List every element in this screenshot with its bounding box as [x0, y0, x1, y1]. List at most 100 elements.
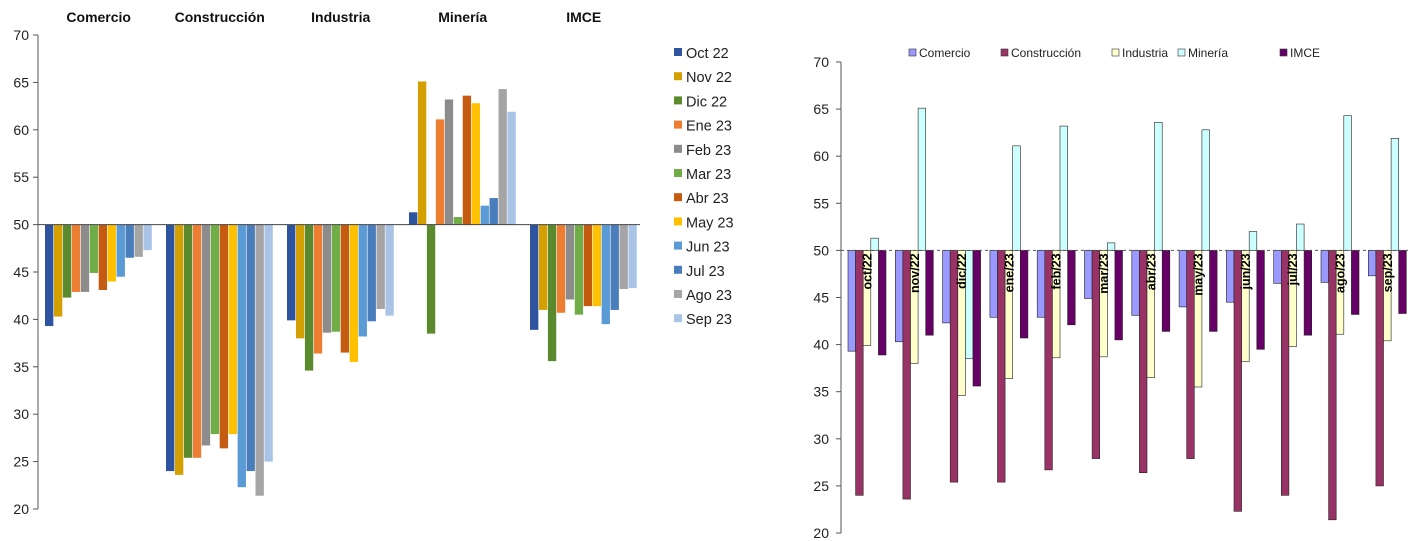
- right-bar-jul-23-imce: [1303, 250, 1312, 336]
- left-bar-imce-jun-23: [601, 224, 610, 325]
- right-bar-mar-23-mineria: [1107, 242, 1116, 251]
- right-category-label-may-23: may/23: [1192, 253, 1206, 295]
- right-bar-may-23-industria: [1194, 250, 1203, 388]
- left-bar-construccion-may-23: [228, 224, 237, 435]
- left-bar-imce-abr-23: [583, 224, 593, 307]
- left-legend-label-may-23: May 23: [686, 215, 734, 231]
- right-bar-jun-23-mineria: [1248, 231, 1258, 251]
- right-bar-oct-22-comercio: [847, 250, 856, 352]
- right-category-label-feb-23: feb/23: [1050, 253, 1064, 289]
- left-y-tick-label: 60: [13, 122, 29, 138]
- left-bar-construccion-dic-22: [183, 224, 193, 458]
- left-legend-label-jun-23: Jun 23: [686, 240, 730, 256]
- left-bar-comercio-abr-23: [98, 224, 108, 291]
- right-y-tick-label: 45: [813, 290, 829, 306]
- left-legend-swatch-ene-23: [674, 120, 682, 129]
- left-bar-imce-sep-23: [628, 224, 637, 289]
- left-legend-swatch-ago-23: [674, 290, 682, 298]
- left-bar-mineria-oct-22: [409, 212, 418, 225]
- left-category-label-mineria: Minería: [438, 9, 487, 25]
- left-bar-construccion-ago-23: [255, 224, 264, 496]
- right-category-label-mar-23: mar/23: [1097, 253, 1111, 293]
- left-bar-industria-nov-22: [295, 224, 305, 339]
- right-bar-ene-23-mineria: [1012, 145, 1021, 251]
- right-category-label-jun-23: jun/23: [1239, 253, 1253, 290]
- right-y-tick-label: 70: [813, 54, 829, 70]
- left-y-tick-label: 35: [13, 359, 29, 375]
- left-legend-label-ene-23: Ene 23: [686, 119, 732, 135]
- right-y-tick-label: 40: [813, 337, 829, 353]
- right-category-label-sep-23: sep/23: [1381, 253, 1395, 292]
- left-bar-industria-may-23: [349, 224, 358, 363]
- left-bar-industria-mar-23: [331, 224, 341, 332]
- left-bar-comercio-ene-23: [71, 224, 81, 292]
- right-bar-feb-23-imce: [1067, 250, 1076, 326]
- right-bar-jun-23-comercio: [1226, 250, 1235, 303]
- left-category-label-construccion: Construcción: [175, 9, 265, 25]
- left-bar-industria-sep-23: [385, 224, 394, 316]
- right-chart-monthly-indices: 70 65 60 55 50 45 40 35 30 25 20 Comercio Construcci…: [813, 46, 1408, 541]
- right-bar-abr-23-industria: [1146, 250, 1155, 378]
- right-y-tick-label: 30: [813, 431, 829, 447]
- left-legend-swatch-may-23: [674, 217, 682, 226]
- left-legend-swatch-jun-23: [674, 241, 682, 250]
- right-bar-mar-23-imce: [1114, 250, 1123, 341]
- left-legend-swatch-oct-22: [674, 48, 682, 56]
- left-legend-swatch-dic-22: [674, 96, 682, 105]
- left-legend-swatch-abr-23: [674, 193, 682, 202]
- left-legend-swatch-nov-22: [674, 72, 682, 81]
- left-bar-comercio-nov-22: [53, 224, 63, 317]
- left-bar-mineria-dic-22: [426, 224, 436, 334]
- right-category-label-ene-23: ene/23: [1002, 253, 1016, 292]
- right-bar-jul-23-comercio: [1273, 250, 1282, 284]
- right-bar-jul-23-construccion: [1281, 250, 1290, 496]
- right-bar-sep-23-construccion: [1375, 250, 1384, 487]
- left-bar-mineria-jul-23: [489, 198, 498, 225]
- right-legend-label-mineria: Minería: [1188, 46, 1228, 60]
- left-bar-industria-ago-23: [376, 224, 385, 309]
- left-bar-imce-dic-22: [547, 224, 557, 362]
- left-bar-mineria-jun-23: [480, 205, 489, 225]
- right-category-label-dic-22: dic/22: [955, 253, 969, 288]
- left-bar-imce-jul-23: [610, 224, 619, 310]
- left-bar-industria-jul-23: [367, 224, 376, 322]
- right-category-label-ago-23: ago/23: [1334, 253, 1348, 293]
- left-bar-comercio-jul-23: [125, 224, 134, 258]
- right-category-label-oct-22: oct/22: [861, 253, 875, 289]
- right-bar-abr-23-imce: [1161, 250, 1171, 332]
- right-bar-ene-23-industria: [1004, 250, 1013, 379]
- right-y-tick-label: 20: [813, 525, 829, 541]
- left-bar-construccion-nov-22: [174, 224, 184, 475]
- left-bar-comercio-oct-22: [45, 224, 54, 327]
- left-bar-imce-feb-23: [565, 224, 575, 300]
- left-bar-construccion-jun-23: [237, 224, 246, 488]
- right-bar-ago-23-mineria: [1343, 115, 1352, 251]
- left-bar-mineria-abr-23: [462, 95, 472, 225]
- right-bar-dic-22-imce: [972, 250, 981, 387]
- left-bar-comercio-ago-23: [134, 224, 143, 257]
- right-legend-swatch-comercio: [908, 48, 917, 57]
- left-category-label-imce: IMCE: [566, 9, 601, 25]
- right-bar-nov-22-comercio: [894, 250, 904, 343]
- left-category-label-industria: Industria: [311, 9, 370, 25]
- right-bar-feb-23-construccion: [1044, 250, 1053, 471]
- left-bar-imce-mar-23: [574, 224, 584, 315]
- left-bar-comercio-feb-23: [80, 224, 90, 292]
- left-bar-imce-oct-22: [530, 224, 539, 330]
- right-bar-nov-22-construccion: [902, 250, 911, 500]
- right-y-tick-label: 35: [813, 384, 829, 400]
- left-bar-mineria-may-23: [471, 103, 480, 225]
- right-y-tick-label: 60: [813, 148, 829, 164]
- left-y-tick-label: 30: [13, 406, 29, 422]
- left-bar-mineria-mar-23: [453, 217, 463, 225]
- left-y-tick-label: 20: [13, 501, 29, 517]
- right-bar-ago-23-imce: [1351, 250, 1360, 315]
- right-bar-jun-23-imce: [1256, 250, 1265, 350]
- left-legend-swatch-mar-23: [674, 169, 682, 177]
- right-bar-may-23-comercio: [1178, 250, 1187, 308]
- left-legend-label-jul-23: Jul 23: [686, 264, 725, 280]
- left-bar-construccion-mar-23: [210, 224, 220, 435]
- right-bar-feb-23-comercio: [1036, 250, 1046, 318]
- right-category-label-abr-23: abr/23: [1144, 253, 1158, 290]
- left-bar-industria-oct-22: [287, 224, 296, 321]
